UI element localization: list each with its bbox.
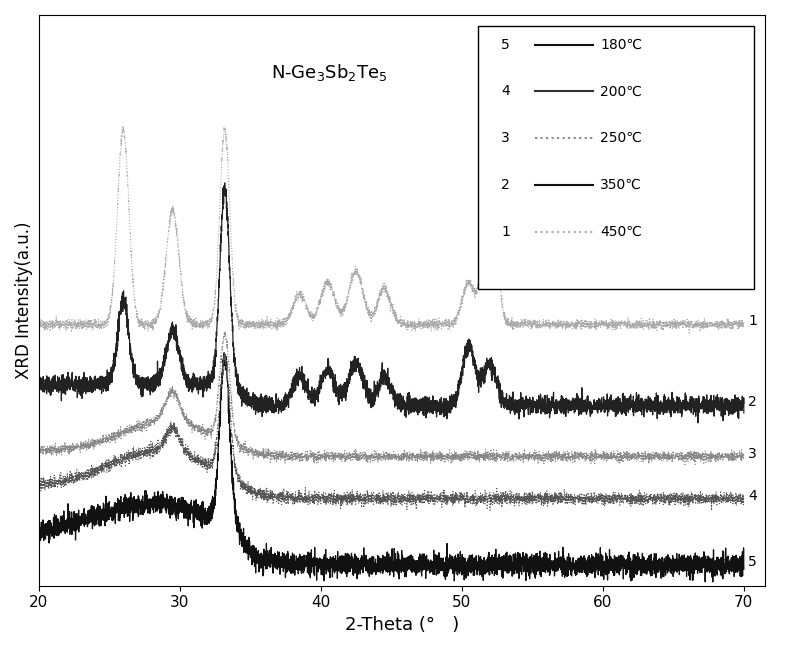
Text: 4: 4	[748, 489, 757, 502]
Text: N-Ge$_3$Sb$_2$Te$_5$: N-Ge$_3$Sb$_2$Te$_5$	[271, 62, 387, 82]
Text: 5: 5	[748, 555, 757, 569]
Text: 180℃: 180℃	[600, 38, 642, 52]
Text: 450℃: 450℃	[600, 225, 642, 239]
FancyBboxPatch shape	[478, 27, 754, 289]
Y-axis label: XRD Intensity(a.u.): XRD Intensity(a.u.)	[15, 221, 33, 379]
Text: 350℃: 350℃	[600, 178, 642, 192]
Text: 2: 2	[748, 395, 757, 410]
Text: 2: 2	[502, 178, 510, 192]
Text: 4: 4	[502, 84, 510, 99]
X-axis label: 2-Theta (°   ): 2-Theta (° )	[345, 616, 459, 634]
Text: 200℃: 200℃	[600, 84, 642, 99]
Text: 5: 5	[502, 38, 510, 52]
Text: 1: 1	[502, 225, 510, 239]
Text: 3: 3	[748, 447, 757, 461]
Text: 250℃: 250℃	[600, 131, 642, 145]
Text: 3: 3	[502, 131, 510, 145]
Text: 1: 1	[748, 314, 757, 328]
